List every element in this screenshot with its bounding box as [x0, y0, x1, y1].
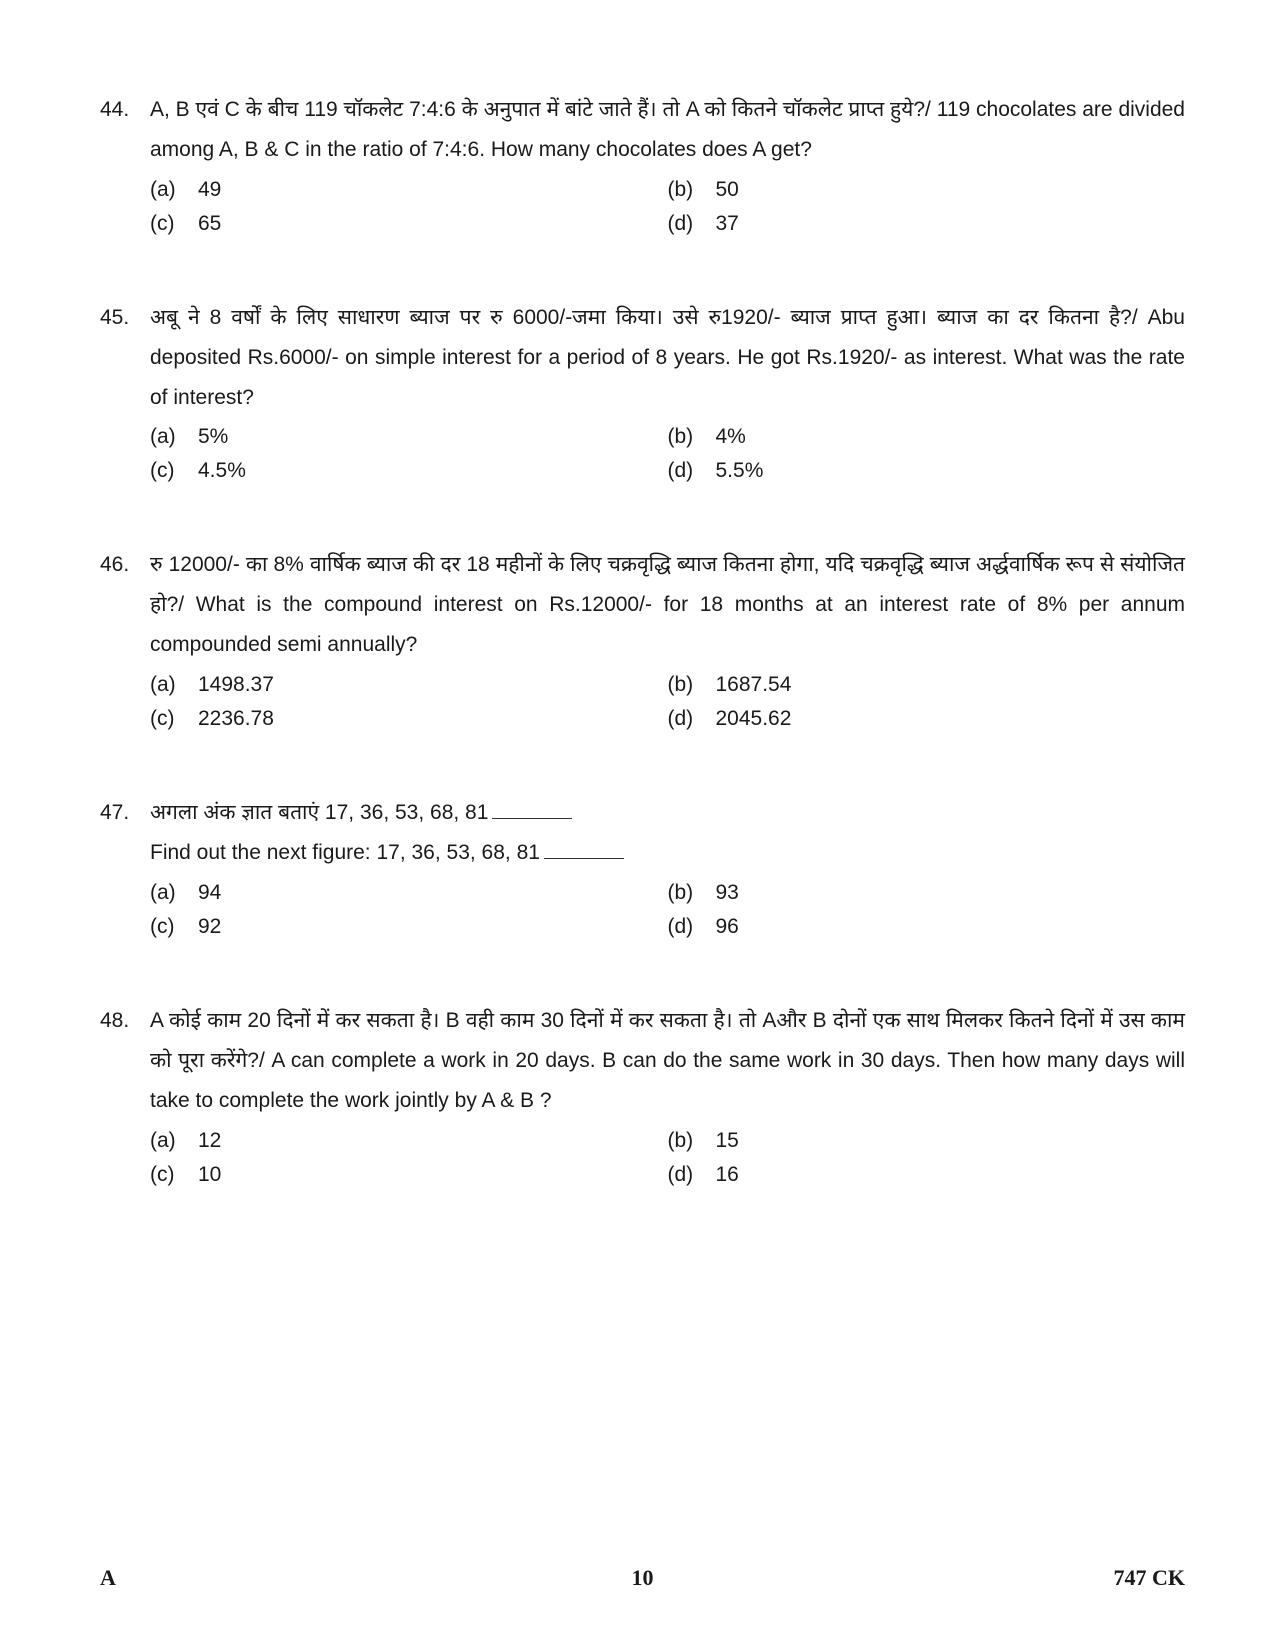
option-b: (b) 50 [668, 178, 1186, 202]
question-number: 46. [100, 545, 150, 585]
option-c: (c) 92 [150, 915, 668, 939]
option-value: 2045.62 [716, 707, 1186, 731]
option-c: (c) 10 [150, 1163, 668, 1187]
question-text: अबू ने 8 वर्षों के लिए साधारण ब्याज पर र… [150, 298, 1185, 418]
option-letter: (d) [668, 1163, 716, 1187]
question-text: रु 12000/- का 8% वार्षिक ब्याज की दर 18 … [150, 545, 1185, 665]
question-text: A कोई काम 20 दिनों में कर सकता है। B वही… [150, 1001, 1185, 1121]
option-d: (d) 2045.62 [668, 707, 1186, 731]
option-d: (d) 96 [668, 915, 1186, 939]
question-row: 45. अबू ने 8 वर्षों के लिए साधारण ब्याज … [100, 298, 1185, 418]
option-value: 10 [198, 1163, 668, 1187]
options-grid: (a) 1498.37 (b) 1687.54 (c) 2236.78 (d) … [150, 673, 1185, 731]
option-letter: (a) [150, 178, 198, 202]
option-letter: (c) [150, 1163, 198, 1187]
footer-code: 747 CK [1114, 1565, 1186, 1591]
page-footer: A 10 747 CK [100, 1565, 1185, 1591]
option-letter: (b) [668, 881, 716, 905]
option-letter: (c) [150, 459, 198, 483]
option-letter: (c) [150, 212, 198, 236]
option-value: 96 [716, 915, 1186, 939]
option-letter: (a) [150, 673, 198, 697]
option-value: 94 [198, 881, 668, 905]
option-d: (d) 16 [668, 1163, 1186, 1187]
option-value: 5.5% [716, 459, 1186, 483]
blank-line [544, 858, 624, 859]
option-value: 49 [198, 178, 668, 202]
option-letter: (d) [668, 212, 716, 236]
question-number: 44. [100, 90, 150, 130]
option-letter: (a) [150, 1129, 198, 1153]
question-45: 45. अबू ने 8 वर्षों के लिए साधारण ब्याज … [100, 298, 1185, 484]
option-value: 50 [716, 178, 1186, 202]
question-48: 48. A कोई काम 20 दिनों में कर सकता है। B… [100, 1001, 1185, 1187]
option-value: 93 [716, 881, 1186, 905]
page-number: 10 [632, 1565, 654, 1591]
option-value: 12 [198, 1129, 668, 1153]
question-47: 47. अगला अंक ज्ञात बताएं 17, 36, 53, 68,… [100, 793, 1185, 939]
option-value: 37 [716, 212, 1186, 236]
option-letter: (c) [150, 915, 198, 939]
option-d: (d) 37 [668, 212, 1186, 236]
option-letter: (c) [150, 707, 198, 731]
option-letter: (d) [668, 459, 716, 483]
question-text: A, B एवं C के बीच 119 चॉकलेट 7:4:6 के अन… [150, 90, 1185, 170]
question-text-english: Find out the next figure: 17, 36, 53, 68… [150, 841, 540, 864]
option-a: (a) 49 [150, 178, 668, 202]
question-text: अगला अंक ज्ञात बताएं 17, 36, 53, 68, 81 … [150, 793, 1185, 873]
option-value: 15 [716, 1129, 1186, 1153]
question-row: 46. रु 12000/- का 8% वार्षिक ब्याज की दर… [100, 545, 1185, 665]
option-letter: (b) [668, 1129, 716, 1153]
option-b: (b) 15 [668, 1129, 1186, 1153]
question-row: 48. A कोई काम 20 दिनों में कर सकता है। B… [100, 1001, 1185, 1121]
option-value: 4.5% [198, 459, 668, 483]
option-b: (b) 1687.54 [668, 673, 1186, 697]
option-value: 1687.54 [716, 673, 1186, 697]
option-value: 65 [198, 212, 668, 236]
options-grid: (a) 5% (b) 4% (c) 4.5% (d) 5.5% [150, 425, 1185, 483]
question-number: 48. [100, 1001, 150, 1041]
option-letter: (d) [668, 915, 716, 939]
footer-left: A [100, 1565, 116, 1591]
option-c: (c) 2236.78 [150, 707, 668, 731]
option-a: (a) 12 [150, 1129, 668, 1153]
question-number: 45. [100, 298, 150, 338]
options-grid: (a) 49 (b) 50 (c) 65 (d) 37 [150, 178, 1185, 236]
option-value: 2236.78 [198, 707, 668, 731]
options-grid: (a) 12 (b) 15 (c) 10 (d) 16 [150, 1129, 1185, 1187]
question-44: 44. A, B एवं C के बीच 119 चॉकलेट 7:4:6 क… [100, 90, 1185, 236]
question-row: 44. A, B एवं C के बीच 119 चॉकलेट 7:4:6 क… [100, 90, 1185, 170]
option-c: (c) 65 [150, 212, 668, 236]
option-letter: (b) [668, 673, 716, 697]
option-letter: (d) [668, 707, 716, 731]
option-letter: (b) [668, 425, 716, 449]
option-c: (c) 4.5% [150, 459, 668, 483]
option-value: 16 [716, 1163, 1186, 1187]
option-a: (a) 5% [150, 425, 668, 449]
option-b: (b) 4% [668, 425, 1186, 449]
option-value: 4% [716, 425, 1186, 449]
option-a: (a) 94 [150, 881, 668, 905]
option-letter: (a) [150, 881, 198, 905]
option-value: 5% [198, 425, 668, 449]
question-row: 47. अगला अंक ज्ञात बताएं 17, 36, 53, 68,… [100, 793, 1185, 873]
blank-line [492, 818, 572, 819]
option-letter: (a) [150, 425, 198, 449]
option-letter: (b) [668, 178, 716, 202]
option-b: (b) 93 [668, 881, 1186, 905]
question-number: 47. [100, 793, 150, 833]
option-value: 1498.37 [198, 673, 668, 697]
question-text-hindi: अगला अंक ज्ञात बताएं 17, 36, 53, 68, 81 [150, 801, 488, 824]
options-grid: (a) 94 (b) 93 (c) 92 (d) 96 [150, 881, 1185, 939]
option-a: (a) 1498.37 [150, 673, 668, 697]
option-value: 92 [198, 915, 668, 939]
question-46: 46. रु 12000/- का 8% वार्षिक ब्याज की दर… [100, 545, 1185, 731]
option-d: (d) 5.5% [668, 459, 1186, 483]
